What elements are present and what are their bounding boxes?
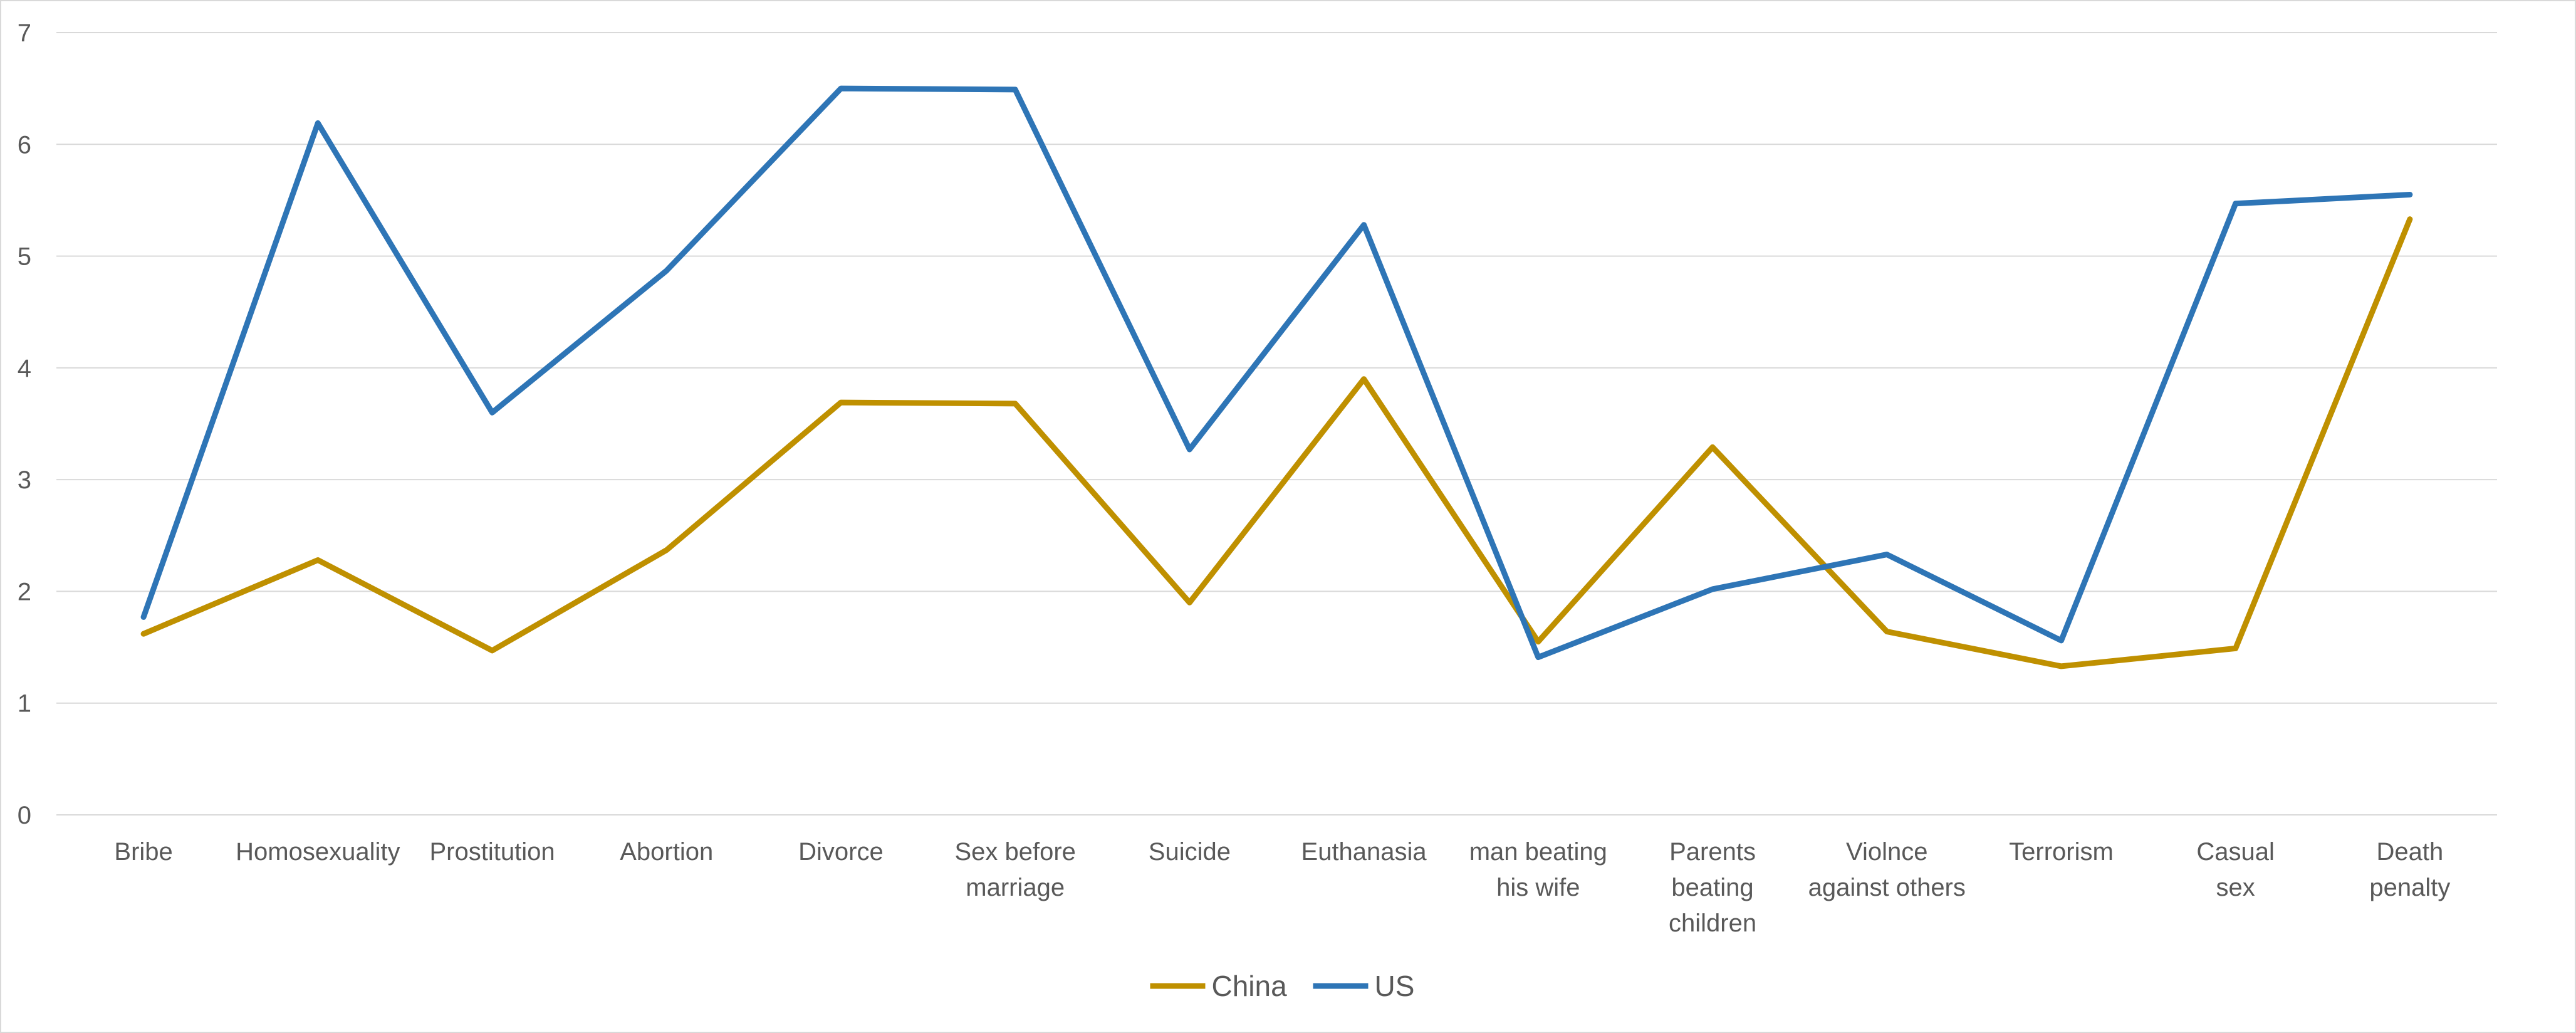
series-line-us: [140, 85, 2413, 661]
y-tick-label-2: 2: [18, 578, 31, 606]
x-tick-label-4: Divorce: [798, 838, 884, 866]
y-tick-label-3: 3: [18, 466, 31, 494]
x-tick-label-11: Terrorism: [2009, 838, 2114, 866]
y-tick-label-6: 6: [18, 131, 31, 159]
gridlines: [56, 32, 2497, 815]
x-tick-label-1: Homosexuality: [236, 838, 400, 866]
x-tick-label-10: Violnce against others: [1808, 838, 1966, 901]
legend-label-china: China: [1212, 970, 1288, 1002]
y-tick-label-7: 7: [18, 19, 31, 47]
legend-label-us: US: [1375, 970, 1415, 1002]
y-tick-label-4: 4: [18, 355, 31, 382]
legend: China US: [1150, 970, 1415, 1002]
x-tick-label-13: Death penalty: [2369, 838, 2450, 901]
series-line-china: [140, 216, 2413, 669]
x-tick-label-7: Euthanasia: [1301, 838, 1427, 866]
x-tick-label-5: Sex before marriage: [954, 838, 1075, 901]
x-tick-label-6: Suicide: [1149, 838, 1231, 866]
x-tick-label-8: man beating his wife: [1469, 838, 1607, 901]
x-tick-label-0: Bribe: [114, 838, 172, 866]
y-axis-tick-labels: 0 1 2 3 4 5 6 7: [18, 19, 31, 829]
x-tick-label-2: Prostitution: [429, 838, 555, 866]
series-lines: [140, 85, 2413, 669]
y-tick-label-5: 5: [18, 243, 31, 271]
x-tick-label-12: Casual sex: [2196, 838, 2275, 901]
y-tick-label-0: 0: [18, 802, 31, 829]
x-tick-label-9: Parents beating children: [1669, 838, 1756, 937]
x-axis-tick-labels: Bribe Homosexuality Prostitution Abortion Di…: [114, 838, 2450, 937]
y-tick-label-1: 1: [18, 690, 31, 718]
x-tick-label-3: Abortion: [620, 838, 713, 866]
